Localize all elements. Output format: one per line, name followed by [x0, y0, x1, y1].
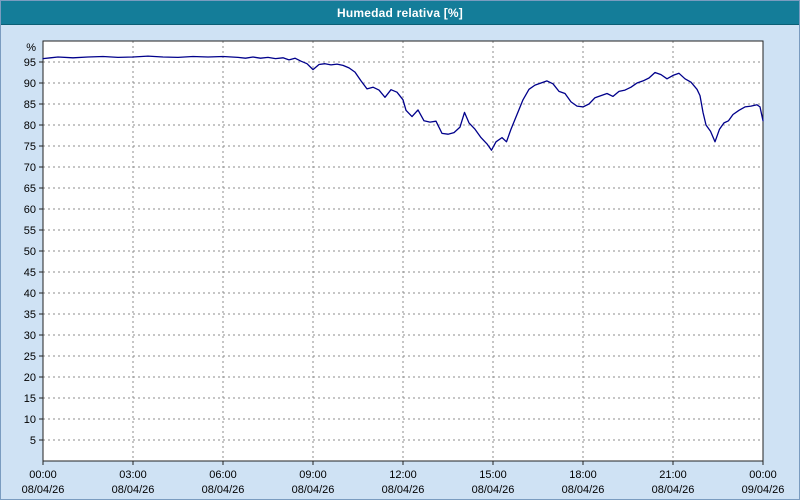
y-tick-label: 30 [24, 330, 36, 342]
y-tick-label: 95 [24, 57, 36, 69]
x-tick-date-label: 08/04/26 [382, 484, 425, 496]
x-tick-date-label: 08/04/26 [292, 484, 335, 496]
x-tick-date-label: 08/04/26 [472, 484, 515, 496]
chart-title-bar: Humedad relativa [%] [1, 1, 799, 25]
humidity-line-chart: 5 10 15 20 25 30 35 40 45 50 55 60 65 70 75 80 85 90 95% 00… [22, 40, 785, 496]
y-tick-label: 15 [24, 393, 36, 405]
x-tick-time-label: 00:00 [749, 469, 777, 481]
y-tick-label: 60 [24, 204, 36, 216]
y-tick-label: 50 [24, 246, 36, 258]
y-tick-label: 5 [30, 435, 36, 447]
x-tick-time-label: 12:00 [389, 469, 417, 481]
y-tick-label: 70 [24, 162, 36, 174]
y-tick-label: 80 [24, 120, 36, 132]
y-tick-label: 45 [24, 267, 36, 279]
y-tick-label: 25 [24, 351, 36, 363]
x-tick-time-label: 03:00 [119, 469, 147, 481]
y-tick-label: 20 [24, 372, 36, 384]
y-tick-label: 55 [24, 225, 36, 237]
x-tick-date-label: 08/04/26 [562, 484, 605, 496]
chart-title: Humedad relativa [%] [336, 5, 464, 20]
y-tick-label: 10 [24, 414, 36, 426]
x-tick-time-label: 06:00 [209, 469, 237, 481]
chart-area: 5 10 15 20 25 30 35 40 45 50 55 60 65 70 75 80 85 90 95% 00… [1, 25, 799, 499]
x-tick-date-label: 08/04/26 [652, 484, 695, 496]
y-tick-label: 90 [24, 78, 36, 90]
y-tick-label: 65 [24, 183, 36, 195]
humidity-series-line [42, 55, 764, 151]
x-tick-date-label: 08/04/26 [202, 484, 245, 496]
y-tick-label: 75 [24, 141, 36, 153]
x-tick-time-label: 15:00 [479, 469, 507, 481]
x-tick-time-label: 00:00 [29, 469, 57, 481]
y-tick-label: 40 [24, 288, 36, 300]
y-axis-unit-label: % [26, 42, 36, 54]
x-tick-date-label: 09/04/26 [742, 484, 785, 496]
y-tick-label: 85 [24, 99, 36, 111]
plot-border [42, 40, 764, 462]
x-tick-date-label: 08/04/26 [112, 484, 155, 496]
x-tick-time-label: 18:00 [569, 469, 597, 481]
x-tick-date-label: 08/04/26 [22, 484, 65, 496]
x-tick-time-label: 21:00 [659, 469, 687, 481]
x-tick-time-label: 09:00 [299, 469, 327, 481]
y-tick-label: 35 [24, 309, 36, 321]
